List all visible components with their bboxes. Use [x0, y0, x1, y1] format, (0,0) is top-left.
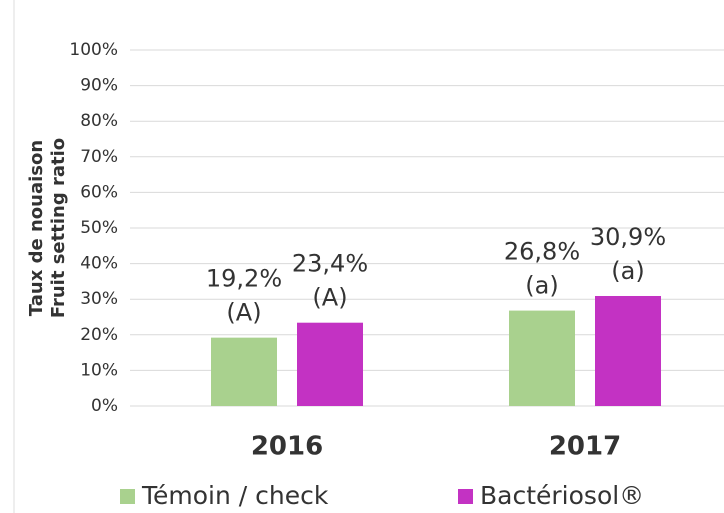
y-tick-label: 60%: [80, 182, 118, 202]
legend-label: Bactériosol®: [480, 481, 644, 510]
y-axis-label: Taux de nouaison: [26, 140, 47, 316]
value-label: 19,2%: [206, 265, 282, 293]
bar: [595, 295, 661, 406]
significance-label: (A): [312, 284, 347, 312]
value-label: 30,9%: [590, 223, 666, 251]
significance-label: (a): [525, 272, 558, 300]
significance-label: (A): [226, 299, 261, 327]
y-tick-label: 20%: [80, 325, 118, 345]
legend-label: Témoin / check: [141, 481, 329, 510]
legend-swatch: [120, 489, 135, 504]
bar: [297, 322, 363, 406]
x-tick-label: 2017: [549, 432, 621, 462]
significance-label: (a): [611, 257, 644, 285]
legend-swatch: [458, 489, 473, 504]
y-tick-label: 40%: [80, 254, 118, 274]
y-tick-label: 50%: [80, 218, 118, 238]
y-tick-label: 0%: [91, 396, 118, 416]
x-tick-label: 2016: [251, 432, 323, 462]
bar: [509, 310, 575, 406]
y-tick-label: 30%: [80, 289, 118, 309]
value-label: 23,4%: [292, 250, 368, 278]
value-label: 26,8%: [504, 238, 580, 266]
y-tick-label: 100%: [69, 40, 118, 60]
bar: [211, 337, 277, 406]
y-axis-label: Fruit setting ratio: [48, 138, 69, 318]
y-tick-label: 80%: [80, 111, 118, 131]
y-tick-label: 70%: [80, 147, 118, 167]
y-tick-label: 90%: [80, 76, 118, 96]
y-tick-label: 10%: [80, 360, 118, 380]
